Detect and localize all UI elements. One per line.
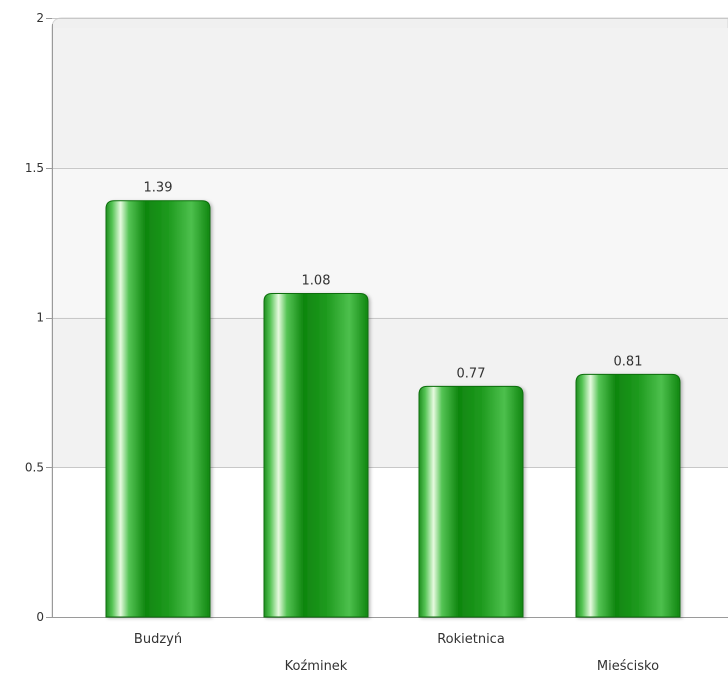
bar-budzyń[interactable] <box>105 200 211 618</box>
x-axis-tick-labels: Budzyń Koźminek Rokietnica Mieścisko <box>134 632 659 674</box>
x-tick-label: Mieścisko <box>597 659 659 674</box>
data-label: 0.81 <box>614 354 643 369</box>
bar-rokietnica[interactable] <box>418 385 524 618</box>
y-tick-label: 2 <box>36 11 44 25</box>
bar-koźminek[interactable] <box>263 293 369 618</box>
data-label: 1.08 <box>302 274 331 289</box>
x-tick-label: Rokietnica <box>437 632 505 647</box>
x-tick-label: Koźminek <box>285 659 348 674</box>
y-axis-tick-labels: 0 0.5 1 1.5 2 <box>25 11 44 624</box>
data-label: 1.39 <box>144 181 173 196</box>
data-label: 0.77 <box>457 366 486 381</box>
y-tick-label: 0.5 <box>25 460 44 474</box>
data-labels: 1.39 1.08 0.77 0.81 <box>144 181 643 382</box>
plot-band <box>53 28 728 168</box>
x-tick-label: Budzyń <box>134 632 182 647</box>
bar-mieścisko[interactable] <box>575 373 681 618</box>
y-tick-label: 0 <box>36 610 44 624</box>
y-tick-label: 1.5 <box>25 161 44 175</box>
bars <box>105 200 681 618</box>
y-tick-label: 1 <box>36 311 44 325</box>
